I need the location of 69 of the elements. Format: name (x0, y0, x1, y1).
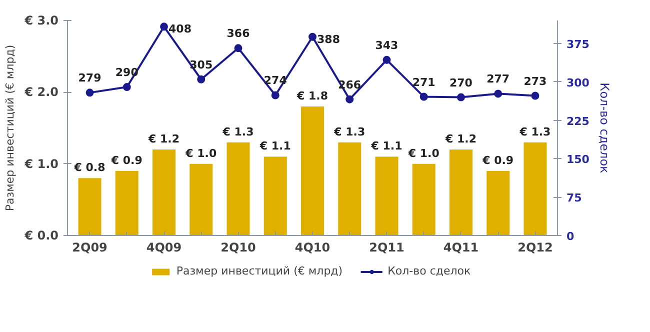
x-tick-label: 2Q10 (220, 240, 256, 254)
data-label: 277 (486, 72, 510, 86)
y-axis-title: Размер инвестиций (€ млрд) (4, 44, 17, 212)
data-label: 271 (412, 76, 436, 89)
point (308, 32, 316, 41)
y2-tick-label: 150 (566, 153, 590, 166)
bar (264, 156, 287, 236)
y2-tick-label: 0 (566, 230, 574, 243)
data-label: € 0.9 (482, 154, 514, 167)
bar (449, 150, 472, 236)
point (420, 92, 428, 101)
legend-label: Размер инвестиций (€ млрд) (176, 264, 343, 278)
data-label: 366 (226, 27, 250, 40)
data-label: € 1.3 (333, 125, 366, 138)
bar (226, 142, 250, 236)
bar (524, 142, 547, 236)
y-tick-label: € 3.0 (24, 14, 59, 28)
point (271, 91, 280, 100)
y2-tick-label: 300 (566, 76, 590, 90)
point (160, 22, 168, 31)
bar (190, 164, 213, 236)
y2-tick-label: 225 (566, 114, 590, 128)
x-tick-label: 2Q09 (72, 240, 108, 254)
bar (115, 171, 138, 236)
data-label: € 1.2 (148, 132, 180, 146)
x-tick-label: 2Q12 (518, 240, 553, 254)
bar (375, 156, 398, 236)
point (86, 88, 94, 97)
data-label: 343 (375, 38, 398, 52)
data-label: € 0.8 (73, 161, 106, 174)
y-tick-label: € 0.0 (24, 228, 59, 242)
data-label: € 1.8 (296, 90, 328, 102)
y-tick-label: € 2.0 (24, 85, 59, 100)
data-label: 273 (524, 74, 547, 88)
bar (152, 150, 176, 236)
x-tick-label: 4Q09 (146, 240, 182, 254)
bar (412, 164, 436, 236)
bar (78, 178, 102, 236)
data-label: € 1.3 (518, 125, 551, 138)
data-label: € 1.2 (444, 132, 476, 146)
point (122, 83, 131, 92)
point (197, 75, 206, 84)
legend-label: Кол-во сделок (388, 264, 471, 278)
data-label: € 1.0 (407, 146, 440, 160)
data-label: 279 (78, 72, 102, 85)
x-tick-label: 4Q10 (294, 240, 330, 254)
y2-tick-label: 75 (566, 192, 582, 205)
point (346, 95, 354, 104)
x-tick-label: 2Q11 (369, 240, 404, 254)
data-label: 408 (168, 22, 192, 36)
data-label: € 1.1 (258, 140, 291, 153)
data-label: € 0.9 (110, 154, 142, 167)
bar (338, 142, 362, 236)
data-label: 388 (317, 32, 340, 46)
data-label: 270 (450, 76, 473, 90)
data-label: € 1.1 (370, 140, 402, 153)
point (382, 56, 391, 64)
bar (300, 106, 324, 236)
y2-tick-label: 375 (566, 38, 590, 52)
point (234, 44, 242, 52)
point (494, 90, 502, 98)
point (531, 92, 540, 100)
data-label: € 1.3 (222, 125, 254, 138)
bar (486, 171, 510, 236)
data-label: € 1.0 (184, 146, 217, 160)
y-tick-label: € 1.0 (24, 156, 59, 171)
point (456, 93, 465, 102)
x-tick-label: 4Q11 (443, 240, 479, 254)
y2-axis-title: Кол-во сделок (597, 82, 612, 174)
